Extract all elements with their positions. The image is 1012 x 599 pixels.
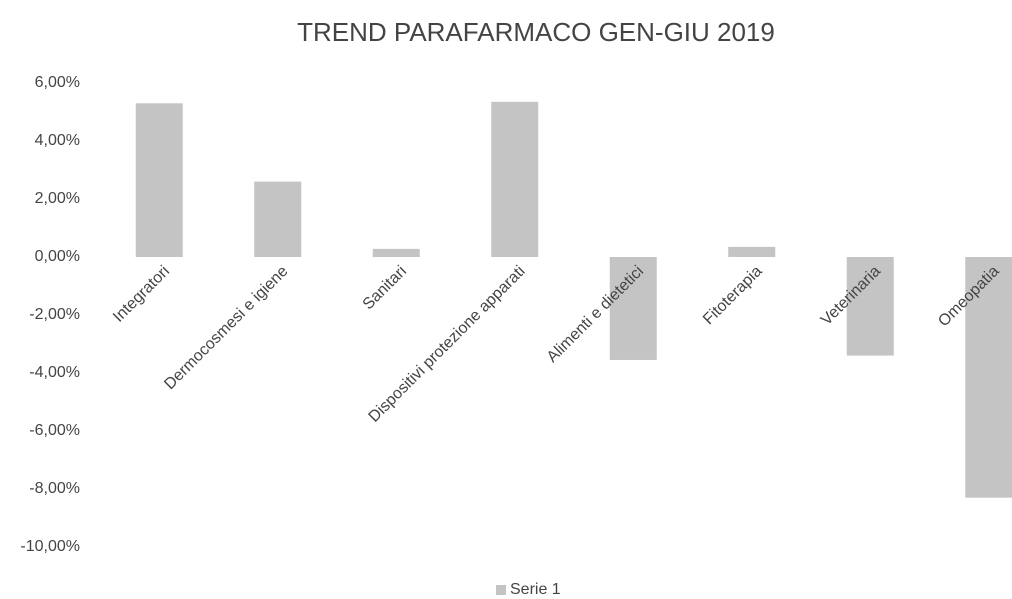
y-tick-label: 4,00% <box>35 132 80 149</box>
y-tick-label: -6,00% <box>29 422 80 439</box>
y-tick-label: 2,00% <box>35 190 80 207</box>
y-tick-label: 0,00% <box>35 248 80 265</box>
y-tick-label: -10,00% <box>20 538 80 555</box>
bar <box>135 103 183 257</box>
bar <box>491 101 539 257</box>
x-tick-label: Fitoterapia <box>700 263 766 329</box>
legend-label: Serie 1 <box>510 581 561 598</box>
y-tick-label: -2,00% <box>29 306 80 323</box>
x-tick-label: Dermocosmesi e igiene <box>161 263 291 393</box>
bar <box>254 181 302 257</box>
chart-title: TREND PARAFARMACO GEN-GIU 2019 <box>297 17 775 47</box>
bar <box>609 257 657 360</box>
bar <box>965 257 1012 498</box>
bar <box>728 246 776 257</box>
x-tick-label: Sanitari <box>360 263 410 313</box>
y-tick-label: -8,00% <box>29 480 80 497</box>
x-tick-label: Integratori <box>110 263 173 326</box>
y-tick-label: -4,00% <box>29 364 80 381</box>
bar <box>846 257 894 356</box>
bar <box>372 248 420 257</box>
legend-swatch <box>496 585 506 595</box>
y-tick-label: 6,00% <box>35 74 80 91</box>
